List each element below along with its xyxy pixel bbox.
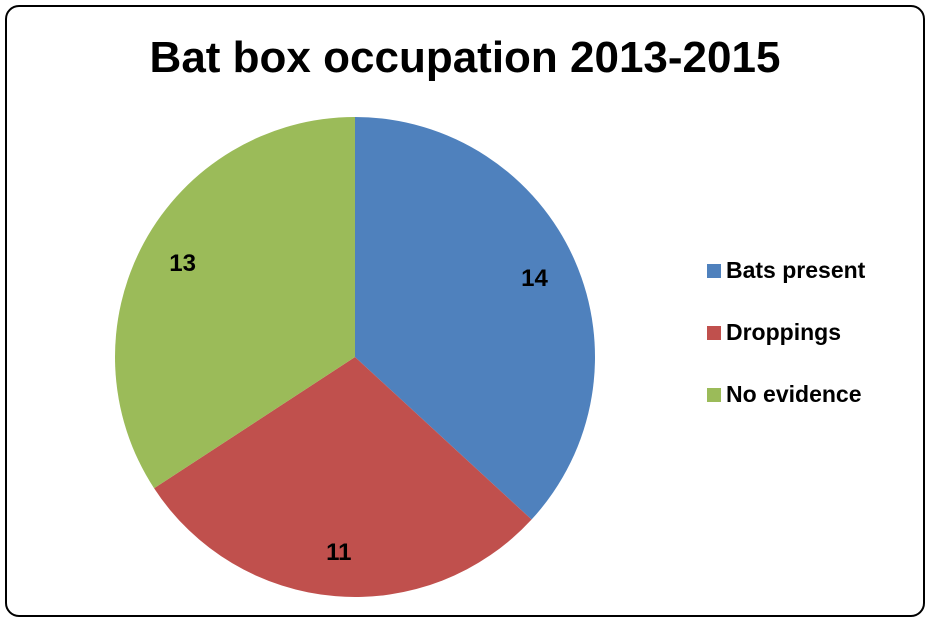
legend-swatch (707, 325, 721, 340)
chart-title: Bat box occupation 2013-2015 (149, 33, 781, 82)
legend-label: No evidence (726, 381, 862, 407)
legend-swatch (707, 263, 721, 278)
pie-slice-droppings (154, 357, 532, 598)
legend-label: Bats present (726, 257, 866, 283)
data-label-droppings: 11 (326, 539, 351, 566)
legend-item-droppings: Droppings (707, 319, 841, 346)
legend-swatch (707, 387, 721, 402)
legend-label: Droppings (726, 319, 841, 345)
data-label-no-evidence: 13 (169, 250, 196, 277)
pie-slices (115, 117, 596, 598)
legend-item-bats-present: Bats present (707, 257, 865, 284)
legend-item-no-evidence: No evidence (707, 381, 862, 408)
pie-data-labels: 14 11 13 (169, 250, 548, 566)
pie-slice-bats-present (355, 117, 596, 520)
pie-slice-no-evidence (115, 117, 356, 489)
data-label-bats-present: 14 (521, 265, 548, 292)
